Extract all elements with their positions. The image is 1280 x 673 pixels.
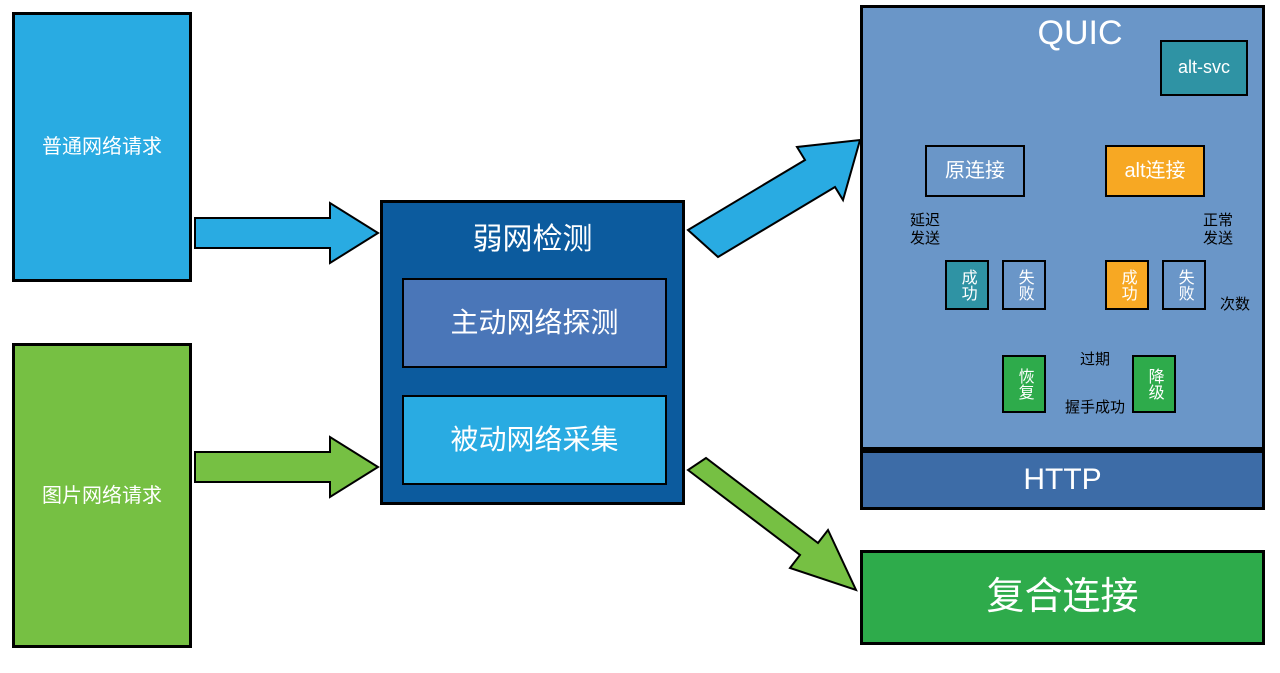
alt-connection-box: alt连接 — [1105, 145, 1205, 197]
success-orig-box: 成功 — [945, 260, 989, 310]
quic-title: QUIC — [1010, 13, 1150, 53]
handshake-label: 握手成功 — [1055, 398, 1135, 418]
orig-connection-box: 原连接 — [925, 145, 1025, 197]
normal-request-label: 普通网络请求 — [42, 135, 162, 159]
passive-collect-box: 被动网络采集 — [402, 395, 667, 485]
image-request-label: 图片网络请求 — [42, 484, 162, 508]
times-label: 次数 — [1210, 295, 1260, 315]
arrow-detect-to-quic — [688, 140, 860, 257]
http-box: HTTP — [860, 450, 1265, 510]
arrow-detect-to-composite — [688, 458, 856, 590]
composite-connection-box: 复合连接 — [860, 550, 1265, 645]
recover-box: 恢复 — [1002, 355, 1046, 413]
arrow-normal-to-detect — [195, 203, 378, 263]
fail-alt-box: 失败 — [1162, 260, 1206, 310]
fail-orig-box: 失败 — [1002, 260, 1046, 310]
normal-request-box: 普通网络请求 — [12, 12, 192, 282]
delay-send-label: 延迟 发送 — [895, 210, 955, 250]
expire-label: 过期 — [1070, 350, 1120, 370]
arrow-image-to-detect — [195, 437, 378, 497]
normal-send-label: 正常 发送 — [1188, 210, 1248, 250]
alt-svc-box: alt-svc — [1160, 40, 1248, 96]
image-request-box: 图片网络请求 — [12, 343, 192, 648]
weak-network-detect-title: 弱网检测 — [400, 215, 665, 265]
success-alt-box: 成功 — [1105, 260, 1149, 310]
active-probe-box: 主动网络探测 — [402, 278, 667, 368]
downgrade-box: 降级 — [1132, 355, 1176, 413]
